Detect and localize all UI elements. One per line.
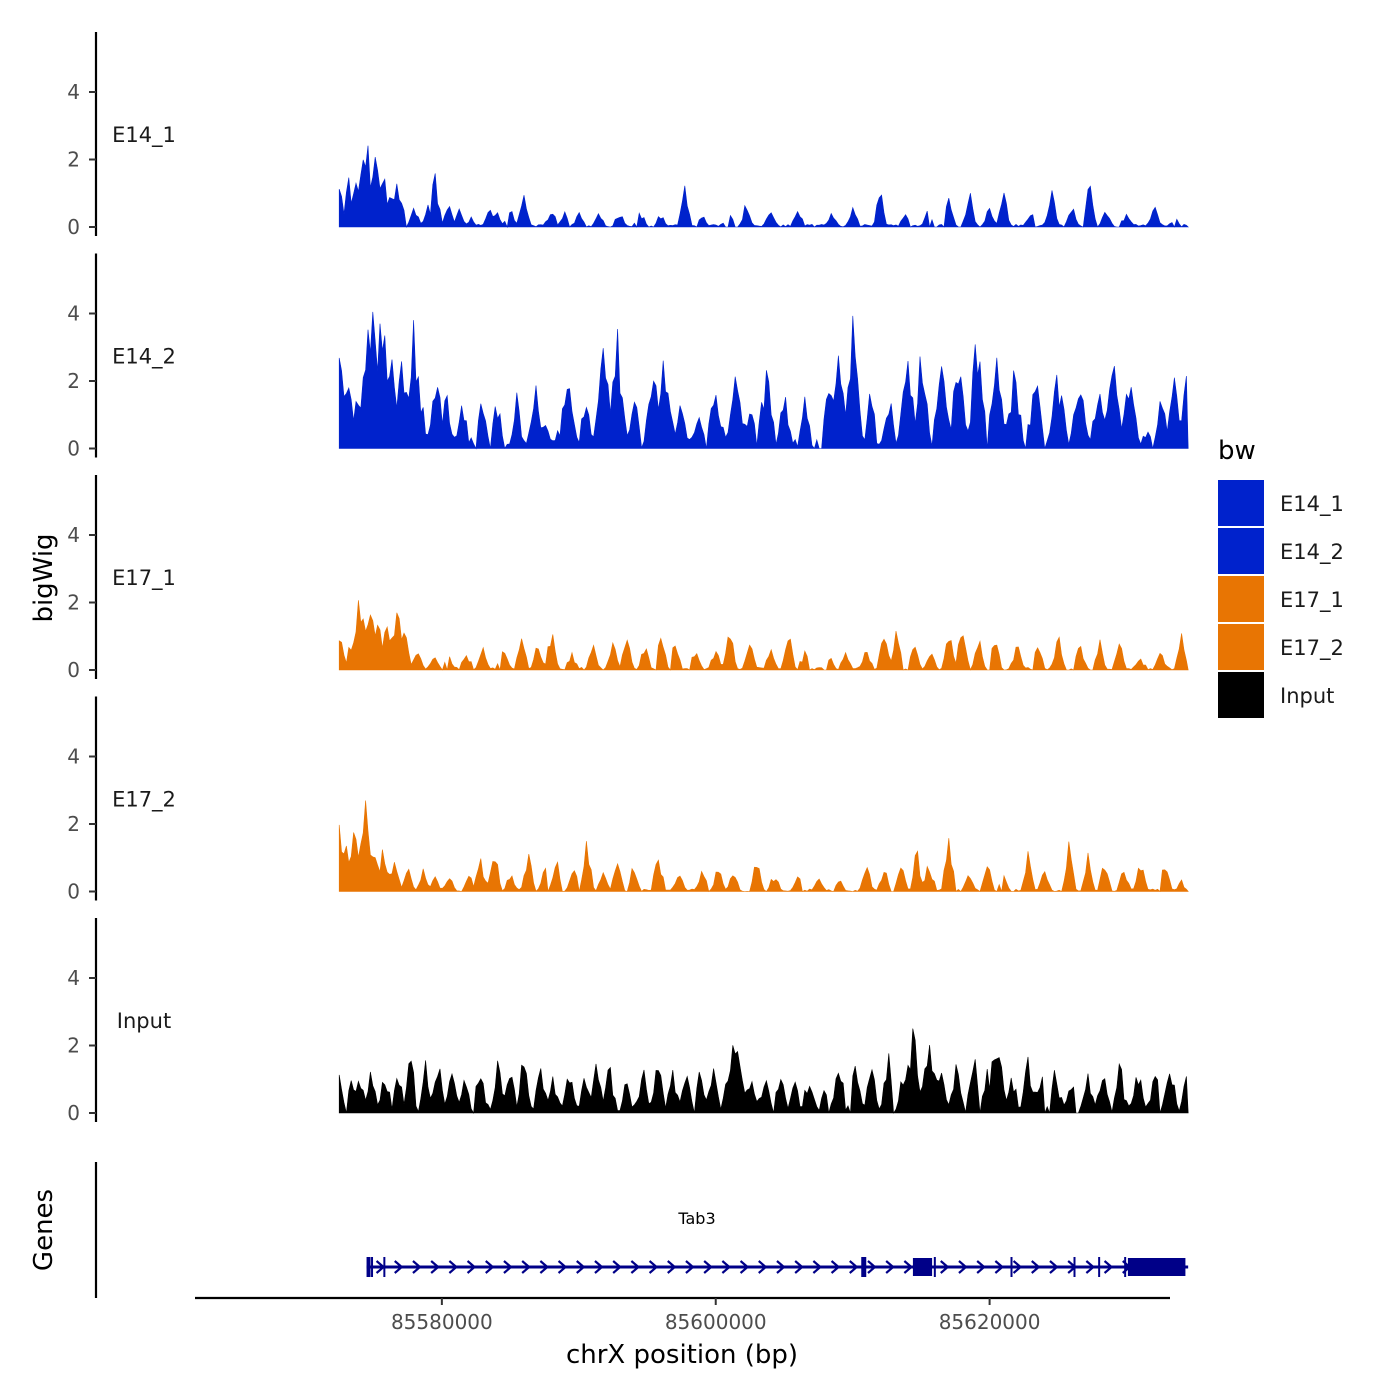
strand-arrow	[503, 1260, 513, 1274]
legend-swatch	[1218, 576, 1264, 622]
y-tick-label: 0	[67, 1101, 80, 1125]
y-tick-label: 4	[67, 80, 80, 104]
y-tick-label: 2	[67, 369, 80, 393]
strand-arrow	[776, 1260, 786, 1274]
y-tick-label: 0	[67, 437, 80, 461]
legend-label: E17_2	[1280, 636, 1344, 661]
y-tick-label: 4	[67, 302, 80, 326]
strand-arrow	[648, 1260, 659, 1274]
strand-arrow	[867, 1260, 877, 1274]
strand-arrow	[557, 1260, 568, 1274]
strand-arrow	[794, 1260, 804, 1274]
y-axis-title: bigWig	[29, 533, 59, 622]
x-axis-title: chrX position (bp)	[566, 1340, 798, 1370]
exon-block	[862, 1257, 867, 1277]
legend-swatch	[1218, 624, 1264, 670]
gene-panel: Tab3	[94, 1162, 1189, 1298]
track-E17_2: 0 2 4 E17_2	[67, 696, 1189, 904]
strand-arrow	[849, 1260, 859, 1274]
legend-label: E17_1	[1280, 588, 1344, 613]
x-axis: 85580000 85600000 85620000	[195, 1296, 1170, 1334]
strand-arrow	[994, 1260, 1005, 1274]
x-tick-label: 85620000	[939, 1310, 1041, 1334]
strand-arrow	[448, 1260, 459, 1274]
strand-arrow	[903, 1260, 914, 1274]
exon-block	[1127, 1258, 1186, 1276]
legend-swatch	[1218, 480, 1264, 526]
legend-swatch	[1218, 528, 1264, 574]
legend: bw E14_1 E14_2 E17_1 E17_2 Input	[1218, 436, 1344, 718]
y-tick-label: 2	[67, 591, 80, 615]
strand-arrow	[721, 1260, 732, 1274]
y-tick-label: 0	[67, 658, 80, 682]
track-label: Input	[117, 1009, 171, 1033]
x-axis-ticks: 85580000 85600000 85620000	[391, 1298, 1041, 1334]
y-tick-label: 2	[67, 812, 80, 836]
strand-arrow	[685, 1260, 695, 1274]
strand-arrow	[885, 1260, 895, 1274]
strand-arrow	[539, 1260, 550, 1274]
strand-arrow	[466, 1260, 477, 1274]
strand-arrow	[412, 1260, 422, 1274]
strand-arrow	[1031, 1260, 1041, 1274]
y-tick-label: 0	[67, 880, 80, 904]
strand-arrow	[521, 1260, 531, 1274]
track-Input: 0 2 4 Input	[67, 918, 1189, 1125]
strand-arrow	[1085, 1260, 1096, 1274]
legend-label: E14_2	[1280, 540, 1344, 565]
y-tick-label: 2	[67, 1034, 80, 1058]
x-tick-label: 85600000	[665, 1310, 767, 1334]
legend-swatch	[1218, 672, 1264, 718]
strand-arrow	[1012, 1260, 1023, 1274]
x-tick-label: 85580000	[391, 1310, 493, 1334]
y-tick-label: 4	[67, 745, 80, 769]
track-label: E17_1	[112, 566, 176, 591]
strand-arrow	[830, 1260, 841, 1274]
y-tick-label: 2	[67, 148, 80, 172]
track-panels: 0 2 4 E14_1 0 2 4 E14_2 0 2 4 E17_1 0 2 4 E17_2 0 2 4 Input	[67, 32, 1189, 1125]
strand-arrow	[667, 1260, 677, 1274]
gene-model	[366, 1257, 1189, 1277]
strand-arrow	[612, 1260, 622, 1274]
strand-arrow	[976, 1260, 986, 1274]
legend-title: bw	[1218, 436, 1256, 466]
coverage-area	[338, 311, 1189, 450]
exon-block	[912, 1258, 933, 1276]
legend-label: E14_1	[1280, 492, 1344, 517]
gene-name-label: Tab3	[677, 1209, 715, 1228]
strand-arrow	[812, 1260, 823, 1274]
track-E14_1: 0 2 4 E14_1	[67, 32, 1189, 239]
coverage-area	[338, 145, 1189, 229]
track-E17_1: 0 2 4 E17_1	[67, 475, 1189, 682]
track-label: E17_2	[112, 788, 176, 813]
strand-arrow	[758, 1260, 768, 1274]
y-tick-label: 0	[67, 215, 80, 239]
strand-arrow	[576, 1260, 586, 1274]
strand-arrow	[594, 1260, 604, 1274]
legend-items: E14_1 E14_2 E17_1 E17_2 Input	[1218, 480, 1344, 718]
y-tick-label: 4	[67, 523, 80, 547]
strand-arrow	[394, 1260, 404, 1274]
y-tick-label: 4	[67, 966, 80, 990]
strand-arrow	[430, 1260, 440, 1274]
track-E14_2: 0 2 4 E14_2	[67, 253, 1189, 461]
exon-block	[366, 1257, 371, 1277]
strand-arrow	[940, 1260, 950, 1274]
legend-label: Input	[1280, 684, 1334, 708]
strand-arrow	[1103, 1260, 1114, 1274]
track-label: E14_2	[112, 345, 176, 370]
strand-arrow	[485, 1260, 495, 1274]
strand-arrow	[739, 1260, 750, 1274]
strand-arrow	[958, 1260, 968, 1274]
coverage-area	[338, 800, 1189, 893]
coverage-area	[338, 600, 1189, 671]
strand-arrow	[1049, 1260, 1059, 1274]
genes-axis-title: Genes	[29, 1189, 59, 1271]
strand-arrow	[703, 1260, 713, 1274]
strand-arrow	[630, 1260, 641, 1274]
coverage-area	[338, 1028, 1189, 1114]
track-label: E14_1	[112, 123, 176, 148]
